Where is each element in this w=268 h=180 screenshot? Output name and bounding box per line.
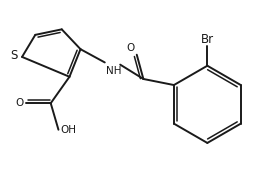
Text: NH: NH <box>106 66 121 76</box>
Text: O: O <box>16 98 24 108</box>
Text: Br: Br <box>201 33 214 46</box>
Text: O: O <box>126 43 134 53</box>
Text: S: S <box>11 49 18 62</box>
Text: OH: OH <box>61 125 77 135</box>
